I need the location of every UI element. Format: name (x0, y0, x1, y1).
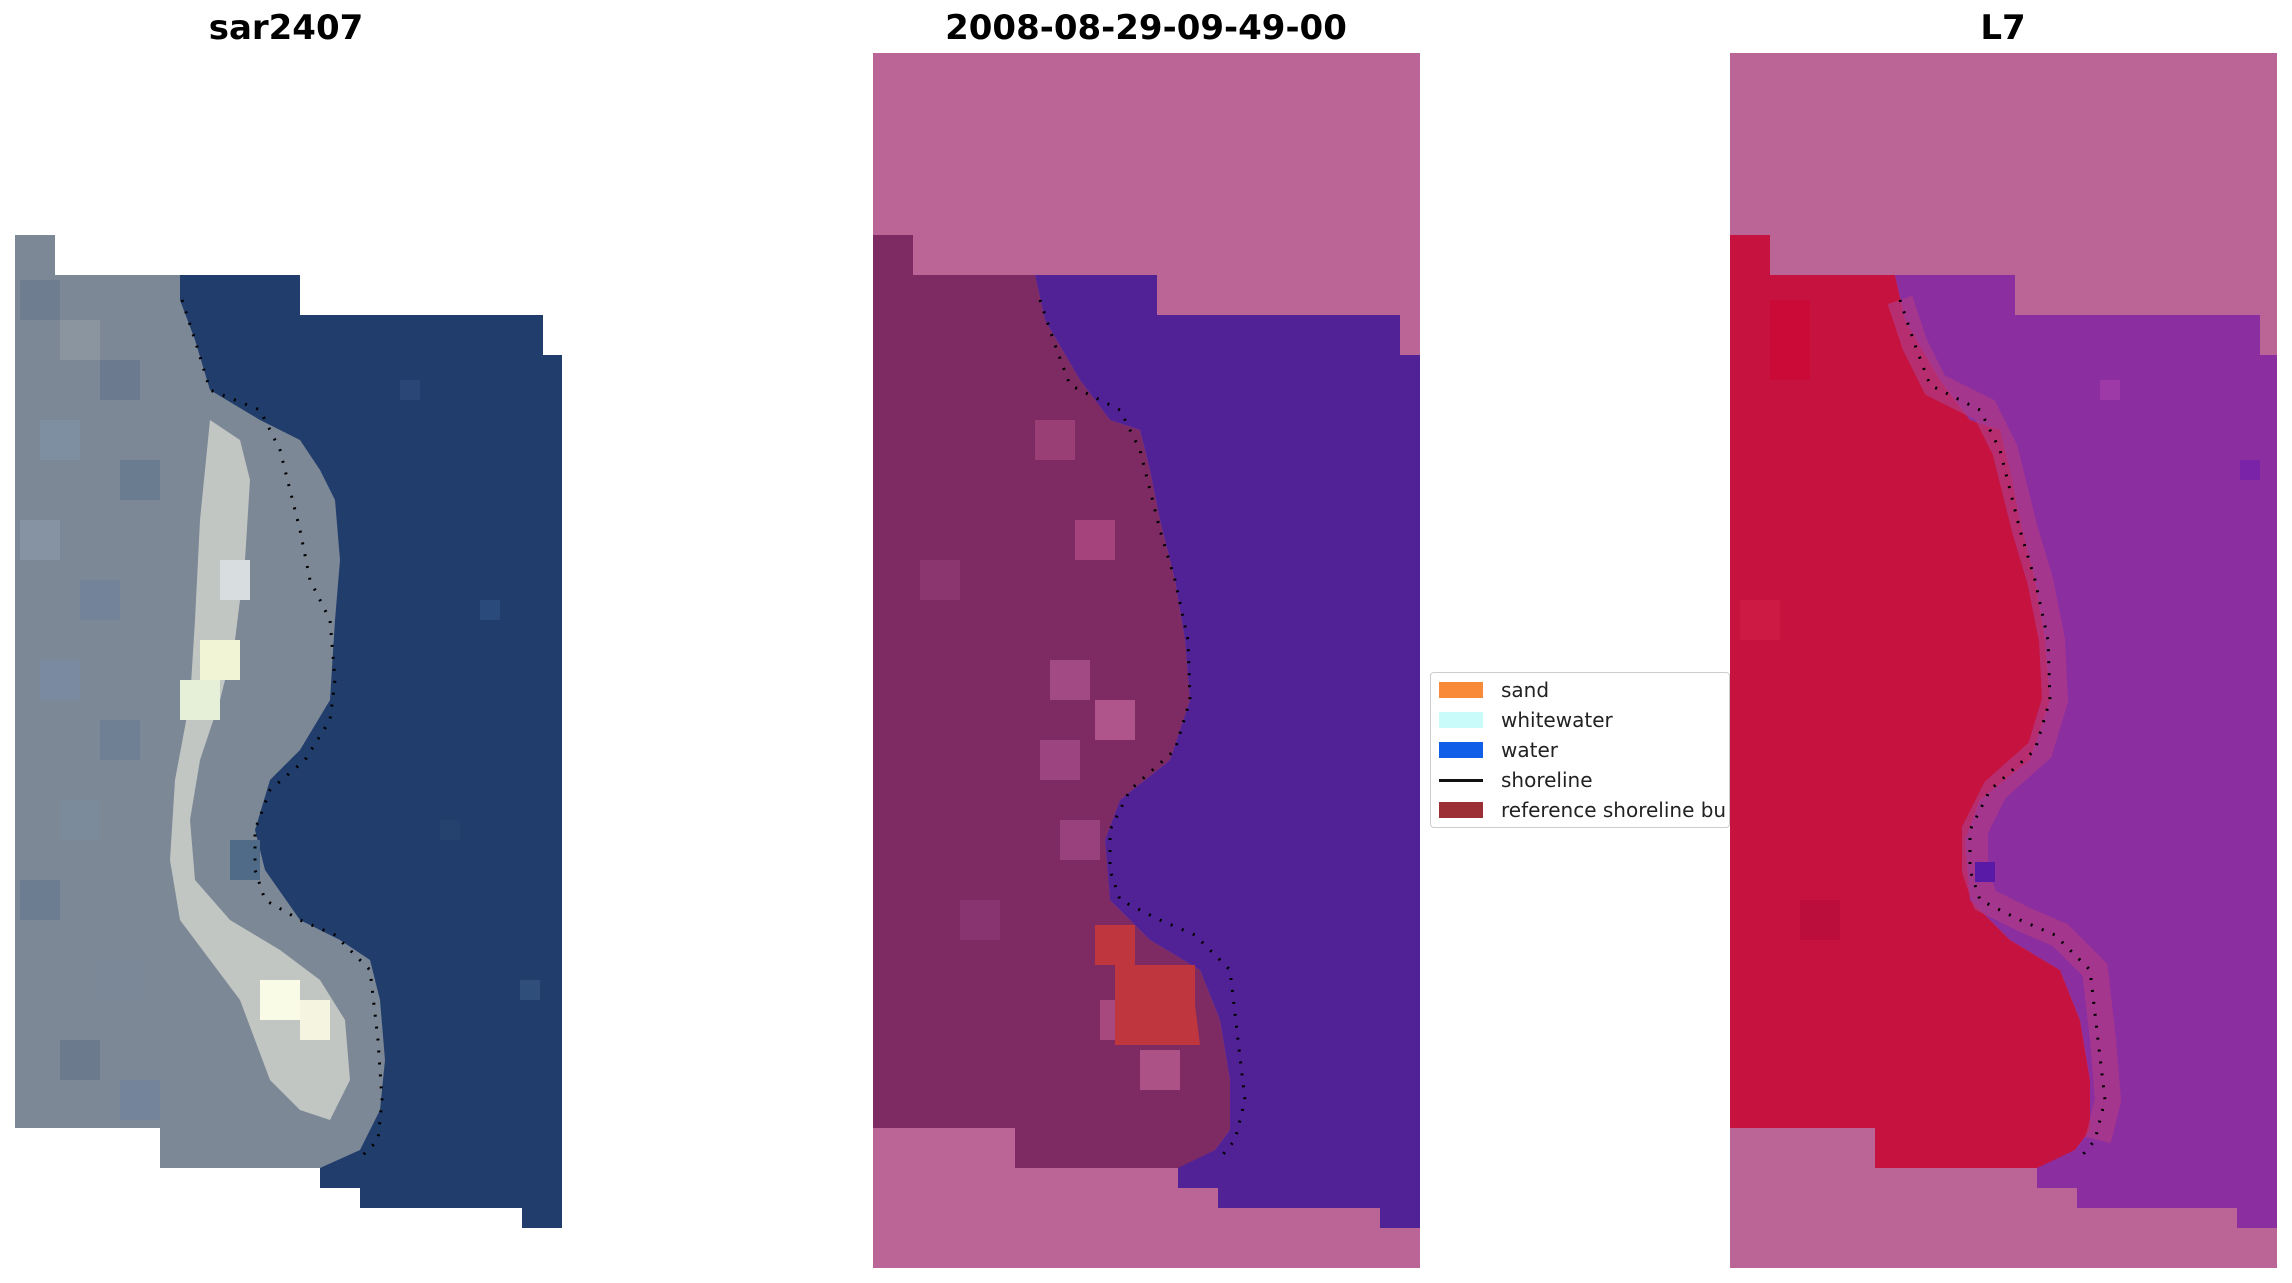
legend-label-reference-buffer: reference shoreline bu (1501, 798, 1727, 822)
panel-title-index: L7 (1980, 8, 2026, 48)
legend-swatch-reference-buffer (1439, 802, 1483, 818)
rgb-bright-beach (170, 420, 350, 1120)
rgb-land-texture (20, 280, 160, 1120)
legend-item-shoreline: shoreline (1439, 767, 1593, 793)
legend-label-shoreline: shoreline (1501, 768, 1593, 792)
legend-swatch-whitewater (1439, 712, 1483, 728)
legend-item-water: water (1439, 737, 1558, 763)
index-transition-band (1887, 295, 2122, 1144)
legend-line-shoreline (1439, 778, 1483, 782)
legend-label-water: water (1501, 738, 1558, 762)
legend-swatch-sand (1439, 682, 1483, 698)
classified-image (873, 53, 1420, 1268)
legend-item-whitewater: whitewater (1439, 707, 1613, 733)
panel-title-rgb: sar2407 (208, 8, 364, 48)
rgb-image (15, 235, 562, 1228)
legend-label-sand: sand (1501, 678, 1550, 702)
index-image (1730, 53, 2277, 1268)
legend-item-sand: sand (1439, 677, 1549, 703)
legend-swatch-water (1439, 742, 1483, 758)
sand-overlay (1095, 925, 1200, 1045)
legend-label-whitewater: whitewater (1501, 708, 1613, 732)
index-water-region (1895, 275, 2277, 1228)
legend-item-reference-buffer: reference shoreline bu (1439, 797, 1726, 823)
rgb-shoreline (180, 299, 384, 1160)
panel-title-classified: 2008-08-29-09-49-00 (945, 8, 1347, 48)
classified-water-region (1035, 275, 1420, 1228)
legend: sand whitewater water shoreline referenc… (1430, 672, 1730, 828)
